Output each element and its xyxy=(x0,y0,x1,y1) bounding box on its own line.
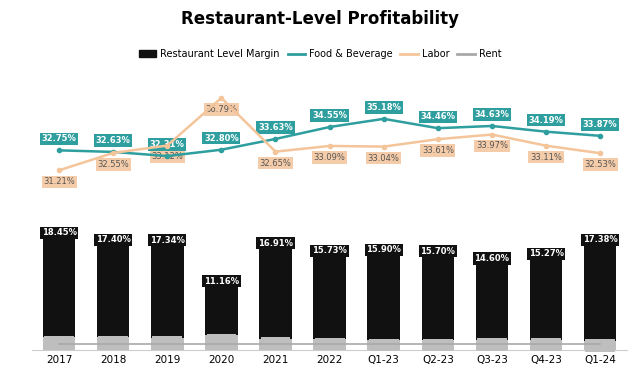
Bar xyxy=(584,340,616,350)
Text: 31.21%: 31.21% xyxy=(43,177,75,186)
Text: 33.63%: 33.63% xyxy=(258,123,293,132)
Bar xyxy=(314,339,346,350)
Text: 33.04%: 33.04% xyxy=(368,154,399,162)
Text: 1.55%: 1.55% xyxy=(424,340,451,349)
Text: 1.92%: 1.92% xyxy=(154,338,180,347)
Bar xyxy=(367,340,400,350)
Text: 34.55%: 34.55% xyxy=(312,111,347,120)
Bar xyxy=(259,238,292,350)
Text: 35.18%: 35.18% xyxy=(366,103,401,112)
Text: 1.68%: 1.68% xyxy=(316,340,343,348)
Text: 15.73%: 15.73% xyxy=(312,246,347,255)
Text: 32.75%: 32.75% xyxy=(42,134,77,143)
Text: 14.60%: 14.60% xyxy=(474,254,509,263)
Text: 1.53%: 1.53% xyxy=(371,340,397,350)
Bar xyxy=(43,228,76,350)
Bar xyxy=(43,337,76,350)
Legend: Restaurant Level Margin, Food & Beverage, Labor, Rent: Restaurant Level Margin, Food & Beverage… xyxy=(135,45,505,63)
Bar xyxy=(97,337,129,350)
Text: 34.19%: 34.19% xyxy=(529,116,563,125)
Bar xyxy=(367,244,400,350)
Text: 2.29%: 2.29% xyxy=(208,335,235,345)
Bar xyxy=(205,335,237,350)
Text: 33.09%: 33.09% xyxy=(314,153,346,162)
Bar xyxy=(151,338,184,350)
Bar xyxy=(530,249,563,350)
Bar xyxy=(314,246,346,350)
Bar xyxy=(476,340,508,350)
Text: 1.62%: 1.62% xyxy=(532,340,559,349)
Text: 33.11%: 33.11% xyxy=(530,152,562,162)
Text: 2.03%: 2.03% xyxy=(46,337,72,346)
Text: 32.53%: 32.53% xyxy=(584,160,616,169)
Text: 32.55%: 32.55% xyxy=(97,160,129,169)
Text: 11.16%: 11.16% xyxy=(204,277,239,286)
Text: 17.34%: 17.34% xyxy=(150,236,185,245)
Text: Restaurant-Level Profitability: Restaurant-Level Profitability xyxy=(181,10,459,28)
Text: 1.48%: 1.48% xyxy=(587,341,613,350)
Text: 32.63%: 32.63% xyxy=(96,136,131,145)
Bar xyxy=(205,276,237,350)
Bar xyxy=(151,235,184,350)
Text: 1.63%: 1.63% xyxy=(479,340,505,349)
Text: 34.46%: 34.46% xyxy=(420,112,455,121)
Text: 32.80%: 32.80% xyxy=(204,134,239,143)
Bar xyxy=(97,234,129,350)
Text: 16.91%: 16.91% xyxy=(258,239,293,248)
Text: 15.70%: 15.70% xyxy=(420,247,455,256)
Text: 32.31%: 32.31% xyxy=(150,140,185,149)
Bar xyxy=(422,340,454,350)
Bar xyxy=(476,253,508,350)
Text: 32.65%: 32.65% xyxy=(260,159,291,167)
Text: 33.87%: 33.87% xyxy=(583,120,618,129)
Text: 17.38%: 17.38% xyxy=(583,236,618,244)
Text: 33.12%: 33.12% xyxy=(151,152,183,161)
Bar xyxy=(259,339,292,350)
Text: 15.90%: 15.90% xyxy=(366,245,401,254)
Text: 33.97%: 33.97% xyxy=(476,141,508,151)
Text: 36.79%: 36.79% xyxy=(205,105,237,114)
Bar xyxy=(584,235,616,350)
Text: 1.74%: 1.74% xyxy=(262,339,289,348)
Text: 2.00%: 2.00% xyxy=(100,337,126,346)
Bar xyxy=(530,340,563,350)
Text: 17.40%: 17.40% xyxy=(96,235,131,244)
Text: 33.61%: 33.61% xyxy=(422,146,454,155)
Text: 18.45%: 18.45% xyxy=(42,228,77,237)
Text: 34.63%: 34.63% xyxy=(474,110,509,119)
Bar xyxy=(422,246,454,350)
Text: 15.27%: 15.27% xyxy=(529,249,564,258)
